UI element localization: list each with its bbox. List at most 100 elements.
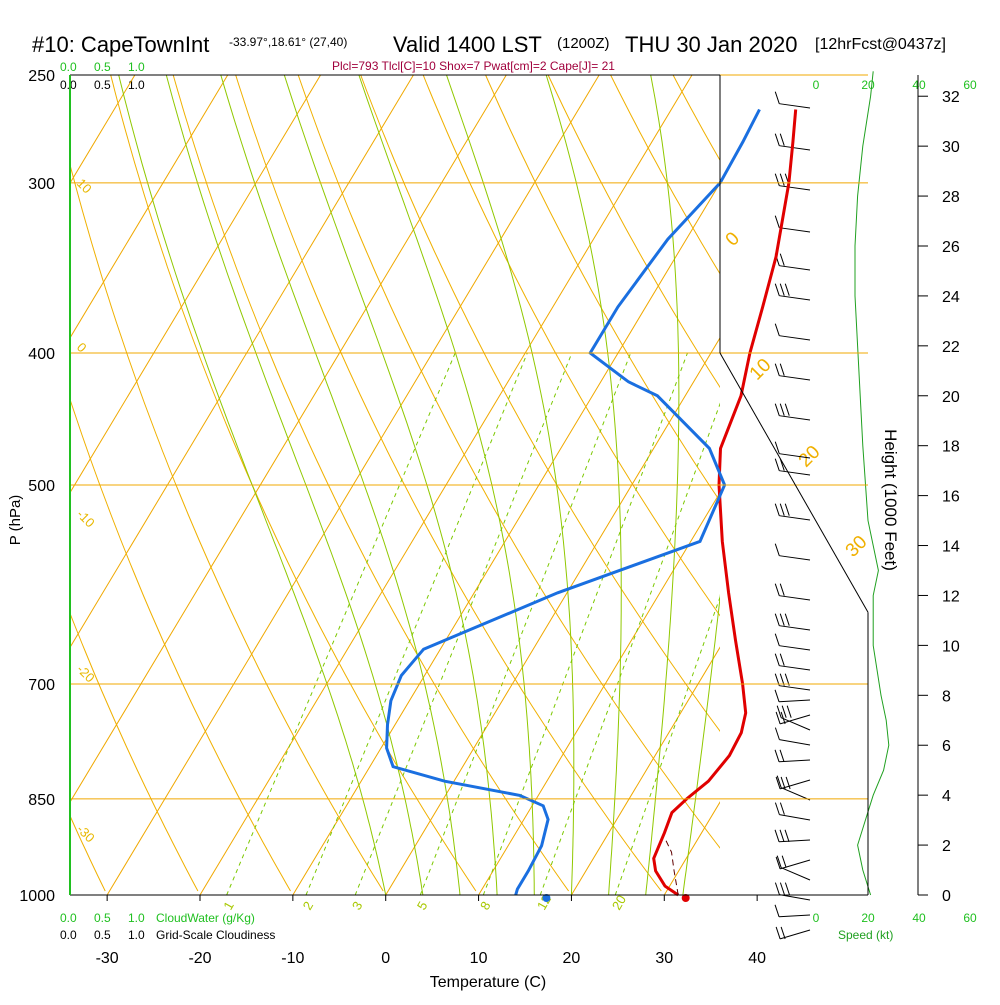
wind-barb [774, 543, 811, 561]
height-tick-24: 24 [942, 289, 960, 306]
speed-tick-top-3: 60 [963, 78, 977, 92]
wind-barb [776, 705, 811, 731]
cloudwater-label: CloudWater (g/Kg) [156, 911, 255, 925]
speed-tick-bottom-2: 40 [912, 911, 926, 925]
wind-barb [774, 363, 811, 381]
wind-barb [775, 711, 811, 725]
height-tick-28: 28 [942, 189, 960, 206]
dry-adiabat--10 [70, 397, 291, 892]
wind-barb [776, 855, 811, 881]
wind-barb [775, 776, 811, 790]
height-tick-8: 8 [942, 688, 951, 705]
sounding-traces [385, 71, 890, 902]
dry-adiabat-60 [422, 75, 720, 617]
indices-text: Plcl=793 Tlcl[C]=10 Shox=7 Pwat[cm]=2 Ca… [332, 59, 615, 73]
moist-adiabat-0 [118, 75, 387, 895]
moist-adiabat-12 [283, 75, 498, 895]
surface-dewpoint-dot [542, 894, 551, 902]
wind-barb [774, 133, 811, 151]
pressure-tick-300: 300 [28, 176, 55, 193]
height-tick-6: 6 [942, 738, 951, 755]
cloud-scale-bottom-black-1: 0.5 [94, 928, 111, 942]
wind-barb [774, 829, 811, 843]
height-tick-14: 14 [942, 539, 960, 556]
temp-tick--30: -30 [96, 950, 119, 967]
wind-barb [774, 904, 811, 918]
wind-barb [775, 856, 811, 870]
speed-tick-top-2: 40 [912, 78, 926, 92]
temp-tick--20: -20 [188, 950, 211, 967]
height-tick-30: 30 [942, 139, 960, 156]
mixing-ratio-3 [354, 352, 573, 895]
moist-adiabat-24 [545, 75, 622, 895]
pressure-tick-400: 400 [28, 346, 55, 363]
wind-barb [774, 583, 811, 601]
speed-tick-bottom-0: 0 [813, 911, 820, 925]
moist-adiabat-32 [682, 593, 720, 895]
parcel-line [664, 838, 679, 896]
moist-adiabat-8 [220, 75, 461, 895]
moist-adiabat-20 [446, 75, 575, 895]
dry-adiabat-90 [610, 75, 720, 275]
temp-tick-20: 20 [563, 950, 581, 967]
cloud-scale-bottom-black-0: 0.0 [60, 928, 77, 942]
dry-adiabat-50 [360, 75, 720, 732]
date-text: THU 30 Jan 2020 [625, 32, 797, 57]
cloud-scale-top-black-0: 0.0 [60, 78, 77, 92]
moist-adiabat-4 [165, 75, 424, 895]
dewpoint-line [385, 108, 761, 896]
height-tick-16: 16 [942, 489, 960, 506]
moist-adiabat-16 [358, 75, 535, 895]
wind-speed-line [854, 71, 890, 896]
surface-temperature-dot [681, 894, 690, 902]
speed-tick-bottom-1: 20 [861, 911, 875, 925]
cloudiness-label: Grid-Scale Cloudiness [156, 928, 275, 942]
cloud-scale-top-black-1: 0.5 [94, 78, 111, 92]
dry-adiabat-70 [485, 75, 720, 502]
cloud-scale-top-green-2: 1.0 [128, 60, 145, 74]
dry-adiabat-0 [70, 162, 384, 892]
speed-tick-bottom-3: 60 [963, 911, 977, 925]
wind-barb [774, 633, 811, 651]
height-tick-4: 4 [942, 788, 951, 805]
height-tick-10: 10 [942, 638, 960, 655]
cloud-scale-bottom-green-2: 1.0 [128, 911, 145, 925]
height-axis-title: Height (1000 Feet) [881, 429, 900, 571]
height-tick-12: 12 [942, 588, 960, 605]
mixing-ratio-8 [482, 352, 688, 895]
cloud-scale-bottom-green-0: 0.0 [60, 911, 77, 925]
dry-adiabat-30 [235, 75, 662, 892]
wind-barb [774, 882, 811, 901]
wind-barb [776, 775, 811, 801]
height-tick-2: 2 [942, 838, 951, 855]
temp-tick-10: 10 [470, 950, 488, 967]
height-tick-32: 32 [942, 89, 960, 106]
wind-barbs [774, 91, 811, 940]
temp-tick--10: -10 [281, 950, 304, 967]
station-title: #10: CapeTownInt [32, 32, 209, 57]
mixing-ratio-5 [419, 352, 632, 895]
wind-barb [774, 727, 811, 746]
pressure-tick-1000: 1000 [19, 888, 55, 905]
pressure-tick-250: 250 [28, 68, 55, 85]
cloud-scales: 0.0 0.5 1.0 0.0 0.5 1.0 0.0 0.5 1.0 Clou… [60, 60, 275, 942]
wind-barb [774, 91, 811, 109]
height-tick-22: 22 [942, 339, 960, 356]
speed-tick-top-1: 20 [861, 78, 875, 92]
height-tick-20: 20 [942, 389, 960, 406]
mixing-ratio-2 [305, 352, 528, 895]
dry-adiabat-40 [297, 75, 720, 849]
header: #10: CapeTownInt -33.97°,18.61° (27,40) … [32, 32, 946, 73]
wind-barb [775, 926, 811, 940]
temp-tick-0: 0 [381, 950, 390, 967]
mixing-ratio-label-20: 20 [609, 892, 629, 912]
pressure-tick-500: 500 [28, 478, 55, 495]
pressure-tick-700: 700 [28, 677, 55, 694]
moist-adiabat-28 [645, 75, 680, 895]
wind-barb [774, 283, 811, 301]
height-tick-18: 18 [942, 439, 960, 456]
wind-barb [774, 403, 811, 421]
